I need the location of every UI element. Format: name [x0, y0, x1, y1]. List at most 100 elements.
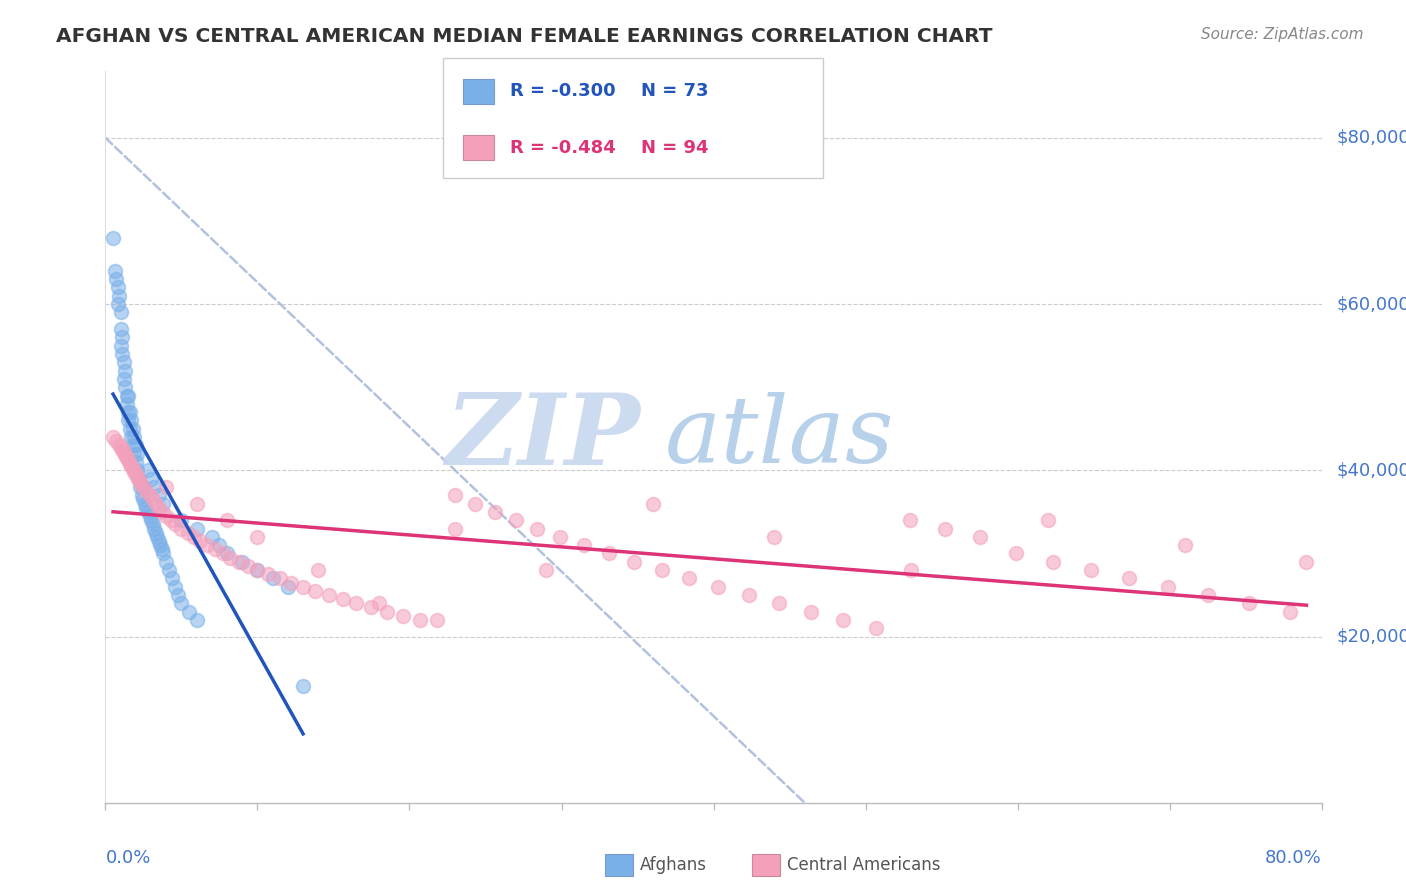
Point: [155, 509, 177, 524]
Point: [112, 445, 135, 459]
Point: [409, 613, 432, 627]
Point: [139, 513, 162, 527]
Point: [139, 472, 162, 486]
Point: [211, 546, 233, 560]
Point: [280, 575, 302, 590]
Point: [183, 530, 205, 544]
Point: [865, 621, 887, 635]
Point: [831, 613, 853, 627]
Point: [201, 530, 224, 544]
Point: [107, 280, 129, 294]
Point: [124, 447, 146, 461]
Point: [110, 322, 132, 336]
Point: [110, 440, 132, 454]
Point: [1295, 555, 1317, 569]
Text: AFGHAN VS CENTRAL AMERICAN MEDIAN FEMALE EARNINGS CORRELATION CHART: AFGHAN VS CENTRAL AMERICAN MEDIAN FEMALE…: [56, 27, 993, 45]
Point: [148, 488, 170, 502]
Point: [186, 613, 208, 627]
Point: [132, 480, 155, 494]
Point: [135, 500, 157, 515]
Point: [900, 563, 922, 577]
Point: [426, 613, 449, 627]
Text: Source: ZipAtlas.com: Source: ZipAtlas.com: [1201, 27, 1364, 42]
Point: [170, 596, 193, 610]
Point: [148, 533, 170, 548]
Point: [142, 492, 165, 507]
Point: [195, 538, 218, 552]
Point: [117, 388, 139, 402]
Point: [217, 513, 239, 527]
Point: [277, 580, 299, 594]
Text: $20,000: $20,000: [1336, 628, 1406, 646]
Point: [444, 521, 467, 535]
Text: $40,000: $40,000: [1336, 461, 1406, 479]
Point: [155, 555, 177, 569]
Point: [115, 388, 138, 402]
Text: R = -0.300: R = -0.300: [510, 82, 616, 100]
Point: [124, 430, 146, 444]
Point: [177, 605, 200, 619]
Point: [118, 457, 141, 471]
Point: [114, 380, 136, 394]
Text: N = 73: N = 73: [641, 82, 709, 100]
Point: [143, 480, 166, 494]
Point: [1005, 546, 1028, 560]
Point: [484, 505, 506, 519]
Point: [1080, 563, 1102, 577]
Point: [505, 513, 527, 527]
Point: [159, 513, 181, 527]
Point: [292, 580, 315, 594]
Point: [574, 538, 596, 552]
Point: [165, 580, 187, 594]
Point: [132, 480, 155, 494]
Point: [360, 600, 382, 615]
Point: [1157, 580, 1180, 594]
Text: R = -0.484: R = -0.484: [510, 139, 616, 157]
Point: [127, 447, 149, 461]
Point: [707, 580, 730, 594]
Point: [464, 497, 486, 511]
Text: $80,000: $80,000: [1336, 128, 1406, 147]
Point: [228, 555, 250, 569]
Point: [131, 488, 153, 502]
Text: atlas: atlas: [665, 392, 894, 482]
Point: [134, 497, 156, 511]
Point: [934, 521, 956, 535]
Point: [162, 571, 184, 585]
Point: [444, 488, 467, 502]
Point: [135, 484, 157, 499]
Point: [132, 492, 155, 507]
Point: [115, 450, 138, 465]
Point: [115, 397, 138, 411]
Point: [118, 422, 141, 436]
Point: [375, 605, 398, 619]
Point: [105, 272, 128, 286]
Point: [110, 305, 132, 319]
Point: [332, 592, 354, 607]
Point: [800, 605, 823, 619]
Point: [1118, 571, 1140, 585]
Point: [117, 405, 139, 419]
Point: [101, 230, 124, 244]
Point: [114, 363, 136, 377]
Point: [111, 330, 134, 344]
Point: [125, 467, 148, 482]
Point: [1237, 596, 1260, 610]
Point: [898, 513, 921, 527]
Point: [246, 563, 269, 577]
Point: [231, 555, 253, 569]
Point: [768, 596, 790, 610]
Point: [121, 422, 143, 436]
Point: [548, 530, 571, 544]
Point: [763, 530, 786, 544]
Point: [107, 297, 129, 311]
Point: [155, 480, 177, 494]
Point: [269, 571, 291, 585]
Point: [145, 497, 167, 511]
Point: [117, 453, 139, 467]
Point: [292, 680, 315, 694]
Point: [262, 571, 284, 585]
Point: [136, 463, 159, 477]
Point: [138, 488, 160, 502]
Point: [737, 588, 759, 602]
